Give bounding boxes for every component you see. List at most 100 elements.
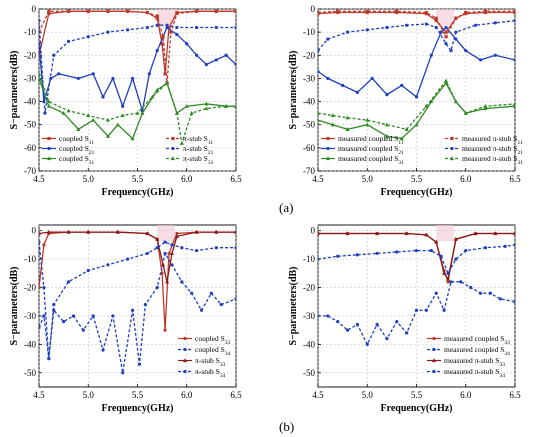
data-point [115, 122, 120, 127]
legend-label: measured coupled S21 [338, 144, 404, 156]
data-point [155, 237, 160, 241]
data-point [76, 127, 81, 131]
passband-highlight [157, 9, 175, 26]
data-point [111, 76, 115, 81]
chart-panel-1: 0 -10 -20 -30 -40 -50 -60 -704.5 5.0 5.5 6.0 6.5 Fre… [9, 4, 242, 198]
data-point [345, 231, 350, 236]
data-point [341, 83, 345, 87]
data-point [105, 117, 110, 122]
data-point [449, 49, 453, 53]
data-point [155, 14, 159, 18]
data-point [101, 95, 105, 99]
y-tick-label: 0 [311, 226, 316, 236]
data-point [355, 253, 359, 257]
data-point [464, 248, 468, 253]
legend-marker [432, 347, 436, 352]
y-tick-label: -30 [303, 73, 315, 83]
data-point [400, 83, 404, 87]
data-point [86, 35, 90, 39]
data-point [86, 113, 91, 118]
y-tick-label: -20 [303, 283, 315, 293]
y-tick-label: -30 [24, 311, 36, 321]
legend-marker [326, 136, 330, 141]
data-point [86, 229, 91, 234]
data-point [483, 246, 488, 250]
data-point [165, 25, 169, 30]
data-point [86, 9, 90, 13]
data-point [404, 127, 409, 131]
x-axis-label: Frequency(GHz) [101, 403, 173, 414]
x-tick-label: 5.5 [132, 174, 144, 184]
data-point [434, 16, 438, 20]
y-tick-label: -70 [303, 166, 315, 176]
legend-label: measured coupled S11 [338, 134, 404, 146]
data-point [76, 76, 80, 81]
data-point [174, 234, 179, 238]
legend-marker [432, 336, 436, 341]
data-point [424, 232, 429, 237]
data-point [42, 314, 46, 318]
data-point [190, 291, 194, 295]
data-point [106, 263, 110, 267]
x-tick-label: 4.5 [33, 390, 45, 400]
data-point [189, 110, 194, 115]
data-point [318, 10, 320, 15]
series--stub-s33 [39, 229, 236, 284]
series-measured-coupled-s34 [318, 280, 515, 346]
data-point [375, 231, 380, 236]
data-point [169, 30, 173, 34]
data-point [106, 9, 110, 13]
data-point [39, 240, 41, 244]
y-tick-label: -50 [24, 368, 36, 378]
data-point [444, 25, 448, 30]
data-point [444, 35, 448, 39]
data-point [513, 101, 515, 106]
data-point [454, 257, 458, 261]
data-point [145, 10, 149, 15]
legend-label: π-stub S33 [195, 356, 226, 368]
data-point [463, 110, 468, 115]
data-point [195, 9, 199, 13]
x-tick-label: 5.0 [83, 174, 95, 184]
x-tick-label: 6.0 [460, 174, 472, 184]
data-point [473, 231, 478, 236]
data-point [365, 122, 370, 127]
data-point [424, 22, 428, 26]
legend-label: coupled S34 [195, 345, 231, 357]
y-axis-label: S−parameters(dB) [9, 266, 20, 345]
chart-panel-4: 0 -10 -20 -30 -40 -50 4.5 5.0 5.5 6.0 6.5 Frequency… [288, 224, 521, 414]
data-point [130, 308, 135, 312]
data-point [86, 268, 90, 273]
data-point [493, 21, 497, 25]
data-point [199, 308, 204, 312]
data-point [175, 32, 179, 37]
data-point [47, 9, 51, 13]
data-point [163, 72, 167, 76]
data-point [184, 104, 189, 108]
data-point [106, 30, 110, 34]
data-point [424, 308, 428, 312]
data-point [478, 291, 483, 295]
y-tick-label: -70 [24, 166, 36, 176]
x-tick-label: 4.5 [312, 390, 324, 400]
data-point [163, 240, 167, 244]
data-point [414, 122, 419, 127]
data-point [155, 285, 159, 290]
panel-label-a: (a) [279, 200, 293, 215]
data-point [150, 94, 155, 99]
data-point [395, 250, 399, 254]
data-point [155, 23, 159, 27]
legend-label: coupled S33 [195, 334, 231, 346]
data-point [57, 72, 61, 76]
data-point [234, 246, 236, 250]
data-point [365, 342, 369, 346]
data-point [395, 320, 399, 324]
series-line [318, 232, 515, 281]
x-tick-label: 5.5 [411, 174, 423, 184]
y-tick-label: -10 [24, 254, 36, 264]
y-tick-label: -20 [24, 283, 36, 293]
data-point [424, 104, 429, 108]
data-point [47, 356, 51, 361]
data-point [513, 9, 515, 13]
legend-marker [47, 136, 51, 141]
